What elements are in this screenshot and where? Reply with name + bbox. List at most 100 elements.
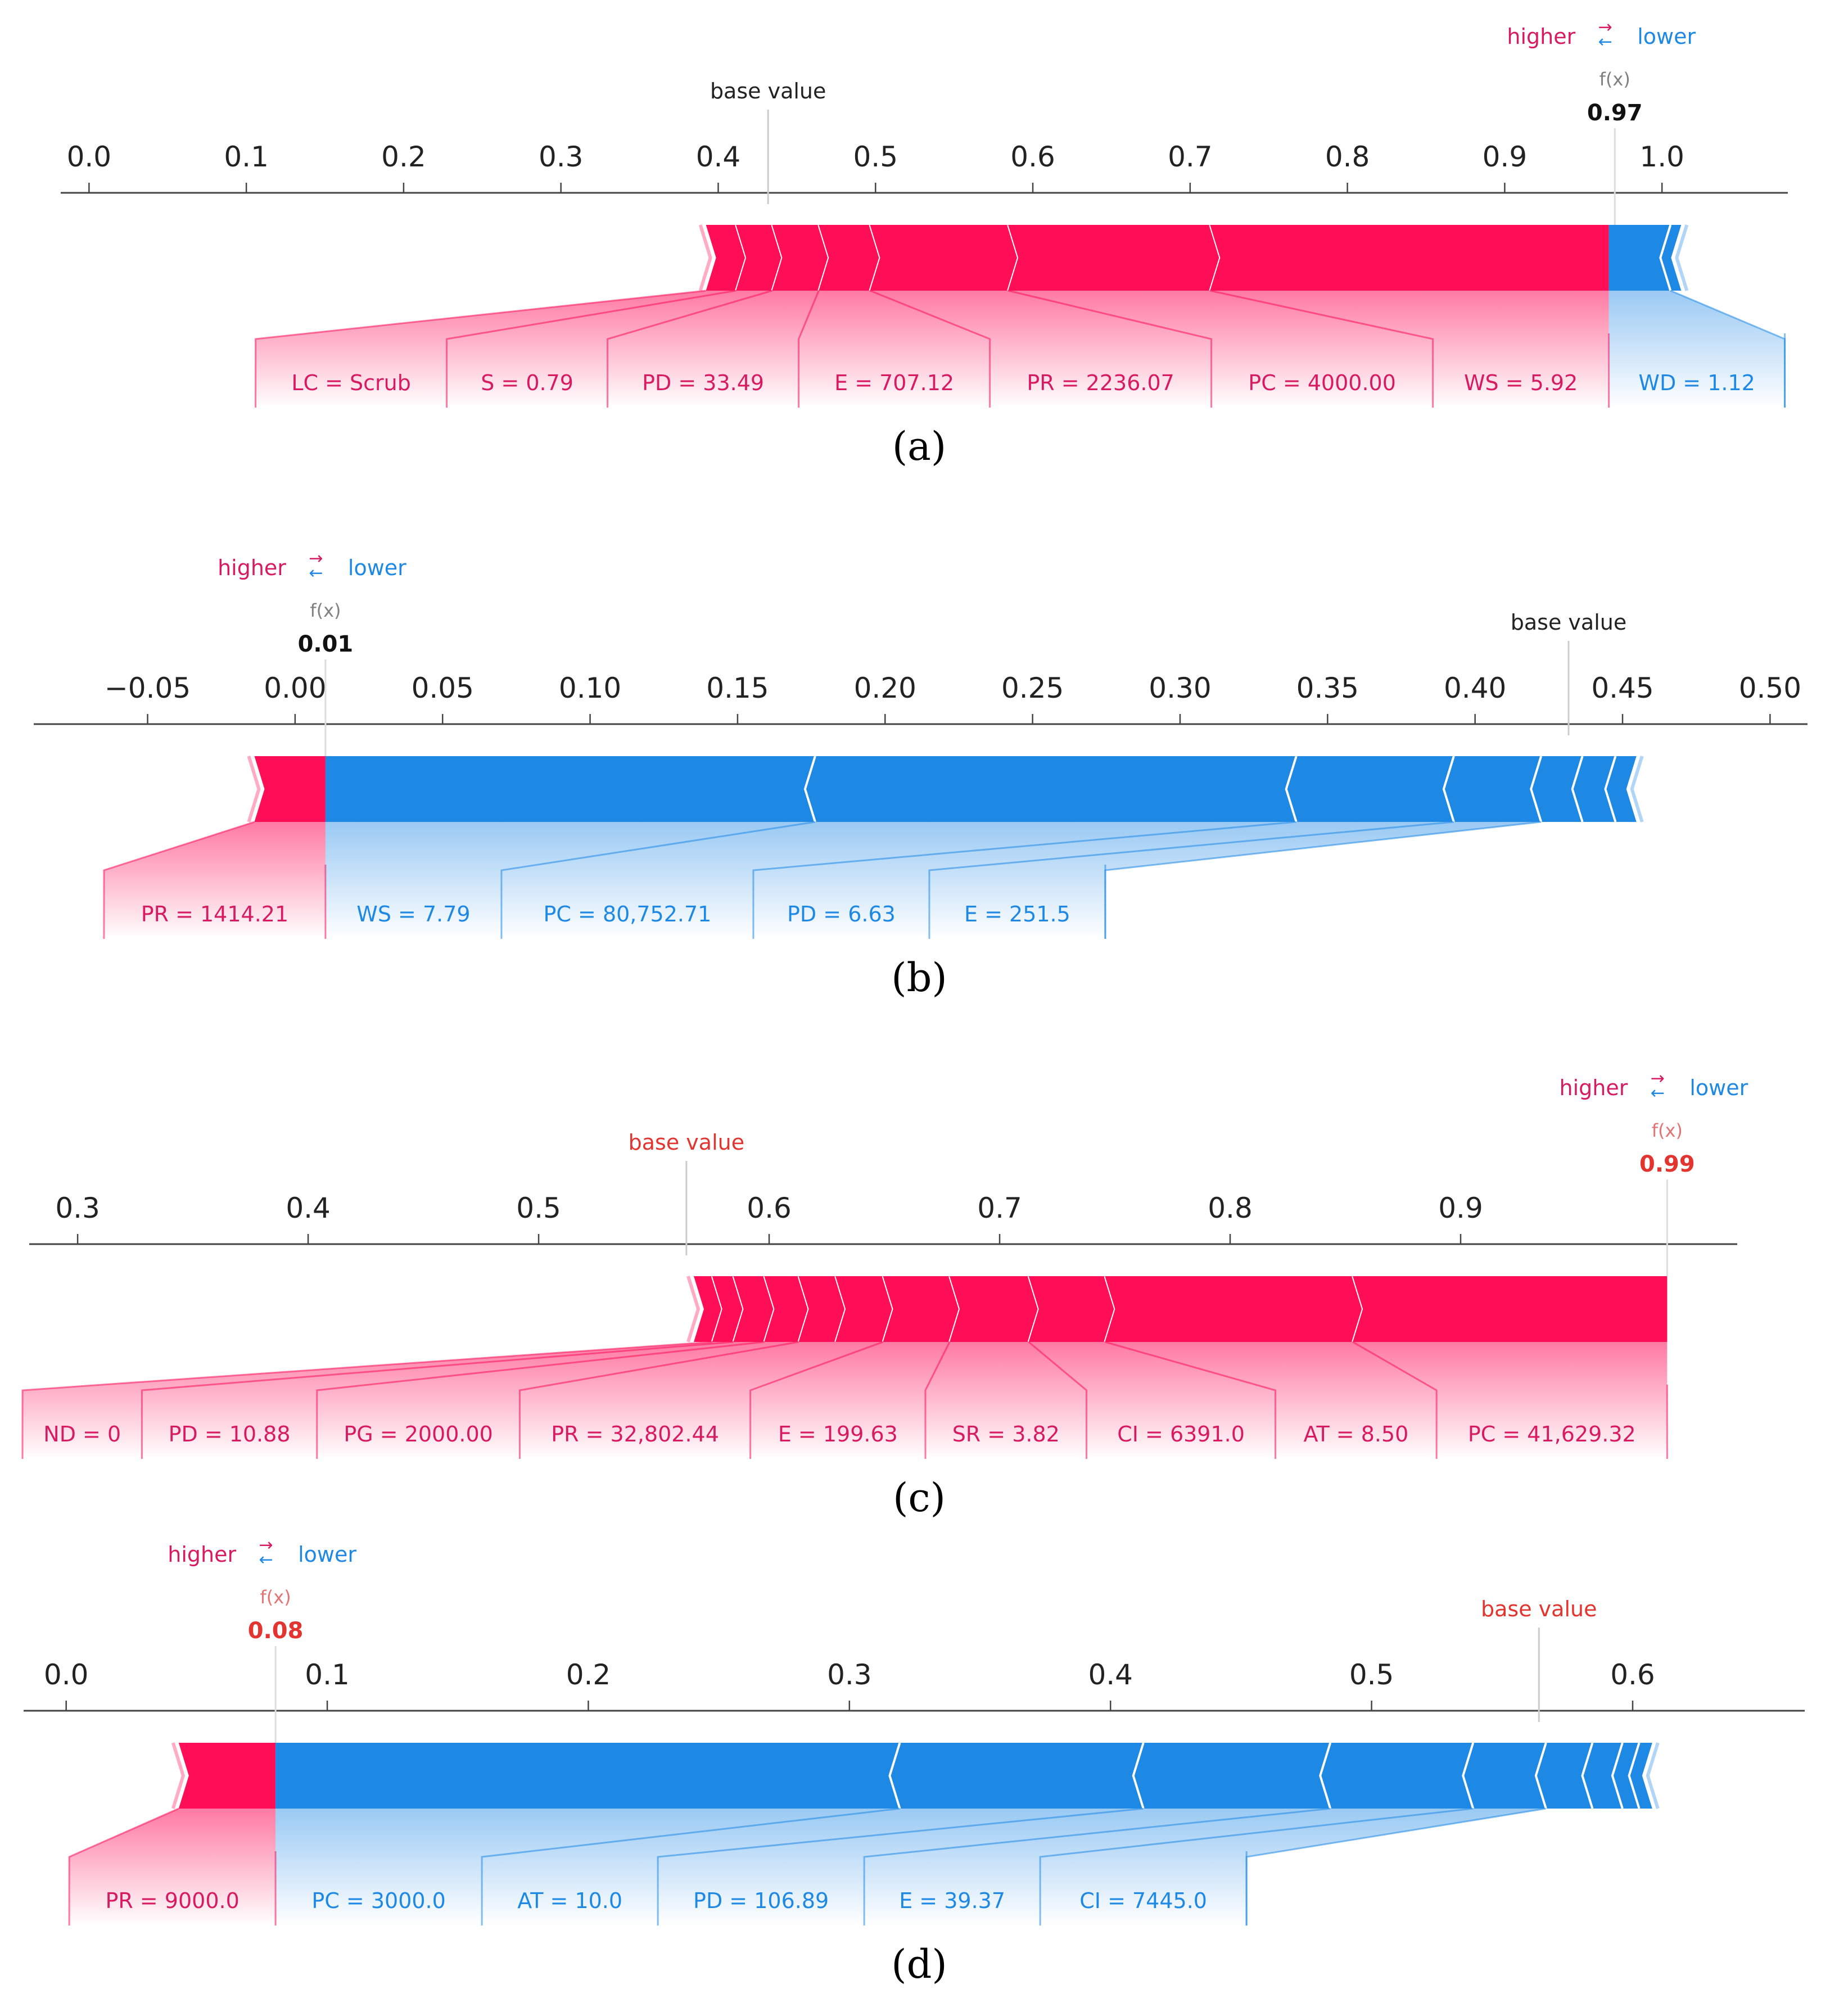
negative-force-segment — [1531, 756, 1583, 822]
panel-caption: (b) — [891, 955, 947, 1001]
label-connector-line — [518, 1341, 799, 1459]
label-connector-shade — [864, 1809, 1474, 1925]
negative-force-segment — [1535, 1743, 1593, 1809]
segment-separator — [1132, 1742, 1145, 1809]
feature-label: PR = 1414.21 — [141, 902, 288, 926]
positive-force-segment — [798, 1276, 846, 1342]
x-tick-label: 0.25 — [1001, 672, 1064, 704]
x-tick-label: 0.10 — [559, 672, 621, 704]
x-tick-label: 0.4 — [1088, 1658, 1133, 1691]
legend-higher: higher — [1507, 24, 1575, 49]
fx-value: 0.97 — [1587, 100, 1643, 126]
positive-force-segment — [712, 1276, 744, 1342]
fx-value: 0.01 — [298, 631, 354, 657]
label-connector-line — [21, 1341, 712, 1459]
label-connector-line — [1210, 290, 1434, 408]
label-connector-shade — [482, 1809, 1144, 1925]
segment-separator — [1442, 756, 1455, 822]
label-connector-line — [869, 290, 991, 408]
x-tick-label: 0.6 — [747, 1192, 792, 1224]
x-tick-label: −0.05 — [105, 672, 191, 704]
feature-label: PR = 32,802.44 — [551, 1422, 719, 1447]
negative-force-segment — [805, 756, 1296, 822]
x-tick-label: 0.35 — [1296, 672, 1359, 704]
positive-force-segment — [1210, 225, 1609, 291]
negative-force-segment — [1572, 756, 1616, 822]
feature-label: E = 707.12 — [834, 370, 954, 395]
segment-separator — [1611, 1742, 1624, 1809]
positive-force-segment — [950, 1276, 1039, 1342]
feature-label: AT = 8.50 — [1303, 1422, 1408, 1447]
label-connector-shade — [1210, 291, 1609, 408]
higher-lower-legend: higher lower →← — [218, 549, 406, 583]
higher-lower-legend: higher lower →← — [1507, 17, 1696, 52]
feature-label: PC = 4000.00 — [1248, 370, 1396, 395]
x-tick-label: 0.2 — [381, 141, 426, 173]
negative-force-segment — [1320, 1743, 1474, 1809]
positive-force-segment — [764, 1276, 809, 1342]
segment-separator — [1659, 224, 1672, 291]
panel-caption: (c) — [893, 1475, 946, 1521]
feature-label: WS = 7.79 — [356, 902, 470, 926]
feature-label: PG = 2000.00 — [344, 1422, 493, 1447]
label-connector-shade — [1608, 291, 1785, 408]
x-tick-label: 0.5 — [516, 1192, 561, 1224]
negative-force-segment — [1133, 1743, 1331, 1809]
x-tick-label: 0.9 — [1438, 1192, 1483, 1224]
x-tick-label: 0.8 — [1325, 141, 1370, 173]
label-connector-shade — [925, 1342, 1087, 1459]
positive-force-segment — [706, 225, 747, 291]
fx-label: f(x) — [1599, 69, 1630, 90]
legend-higher: higher — [218, 555, 286, 580]
label-connector-shade — [750, 1342, 950, 1459]
x-tick-label: 0.0 — [67, 141, 112, 173]
label-connector-shade — [1105, 1342, 1437, 1459]
feature-label: CI = 6391.0 — [1117, 1422, 1245, 1447]
x-tick-label: 0.15 — [706, 672, 769, 704]
label-connector-line — [607, 290, 772, 408]
arrow-left-icon: ← — [309, 563, 323, 583]
arrow-left-icon: ← — [1598, 32, 1612, 52]
base-value-label: base value — [629, 1130, 744, 1155]
segment-end-ghost — [1675, 224, 1689, 291]
legend-lower: lower — [298, 1542, 356, 1567]
positive-force-segment — [835, 1276, 893, 1342]
panel-caption: (a) — [892, 423, 946, 469]
label-connector-shade — [1028, 1342, 1276, 1459]
label-connector-line — [446, 290, 736, 408]
force-plot-panel: −0.05 0.00 0.05 0.10 0.15 0.20 0.25 0.30 0.35 0.4… — [34, 549, 1808, 1001]
label-connector-shade — [519, 1342, 883, 1459]
arrow-left-icon: ← — [1651, 1083, 1665, 1103]
segment-separator — [1530, 756, 1543, 822]
segment-separator — [803, 756, 816, 822]
x-tick-label: 0.9 — [1483, 141, 1528, 173]
x-tick-label: 0.40 — [1444, 672, 1506, 704]
positive-force-segment — [733, 1276, 775, 1342]
higher-lower-legend: higher lower →← — [168, 1535, 356, 1570]
feature-label: E = 251.5 — [964, 902, 1070, 926]
x-tick-label: 0.5 — [1349, 1658, 1394, 1691]
label-connector-line — [141, 1341, 734, 1459]
label-connector-shade — [658, 1809, 1331, 1925]
legend-lower: lower — [1689, 1075, 1748, 1100]
fx-label: f(x) — [1652, 1120, 1683, 1141]
label-connector-shade — [753, 822, 1454, 939]
higher-lower-legend: higher lower →← — [1560, 1069, 1748, 1103]
feature-label: PD = 106.89 — [693, 1888, 829, 1913]
label-connector-shade — [325, 822, 815, 939]
segment-end-ghost — [1630, 756, 1644, 822]
negative-force-segment — [1443, 756, 1542, 822]
segment-separator — [1462, 1742, 1475, 1809]
x-tick-label: 0.8 — [1208, 1192, 1253, 1224]
label-connector-shade — [142, 1342, 765, 1459]
segment-separator — [1581, 1742, 1594, 1809]
label-connector-shade — [446, 291, 772, 408]
feature-label: PD = 6.63 — [787, 902, 896, 926]
positive-force-segment — [772, 225, 829, 291]
force-plot-panel: 0.0 0.1 0.2 0.3 0.4 0.5 0.6 0.7 0.8 0.9 1.0 base va… — [61, 17, 1788, 469]
feature-label: PC = 41,629.32 — [1468, 1422, 1636, 1447]
positive-force-segment — [870, 225, 1019, 291]
feature-label: E = 199.63 — [778, 1422, 898, 1447]
x-tick-label: 0.1 — [224, 141, 269, 173]
label-connector-line — [798, 290, 820, 408]
